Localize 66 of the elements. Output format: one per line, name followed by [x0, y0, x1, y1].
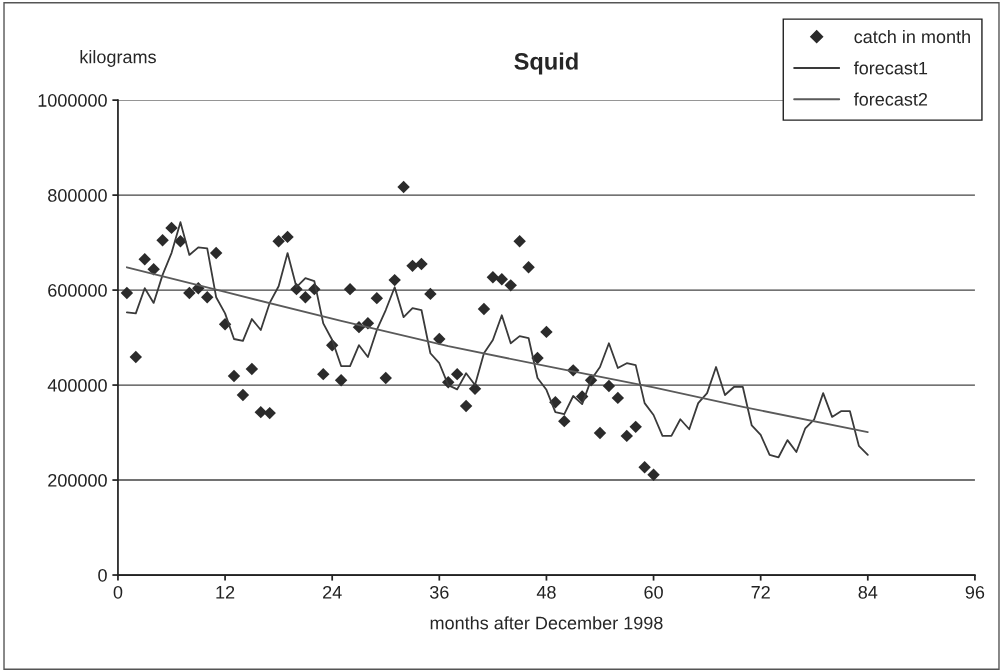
- y-tick-label: 0: [98, 568, 107, 582]
- point: [504, 279, 517, 292]
- point: [593, 426, 607, 440]
- point: [370, 291, 384, 305]
- x-tick-label: 96: [965, 585, 985, 599]
- point: [183, 286, 196, 300]
- point: [227, 369, 241, 383]
- point: [299, 291, 312, 304]
- point: [165, 221, 178, 235]
- x-tick-label: 12: [216, 585, 235, 599]
- point: [540, 325, 553, 339]
- chart-title: Squid: [514, 52, 578, 75]
- point: [638, 461, 651, 474]
- point: [424, 287, 437, 301]
- line-series: [125, 266, 869, 433]
- y-tick-label: 200000: [48, 473, 107, 487]
- y-axis-title: kilograms: [80, 50, 156, 67]
- point: [254, 405, 267, 419]
- point: [611, 391, 625, 405]
- point: [281, 230, 294, 244]
- point: [120, 286, 134, 300]
- point: [129, 350, 143, 364]
- point: [209, 246, 223, 260]
- point: [397, 180, 410, 194]
- x-tick-label: 72: [751, 585, 770, 599]
- point: [495, 272, 509, 286]
- point: [513, 234, 526, 248]
- y-tick-label: 800000: [48, 189, 107, 202]
- point: [522, 261, 535, 274]
- point: [558, 414, 571, 428]
- x-tick-label: 84: [858, 585, 878, 599]
- x-tick-label: 0: [113, 585, 123, 599]
- point: [263, 406, 276, 420]
- point: [272, 234, 285, 248]
- point: [629, 420, 642, 434]
- x-tick-label: 60: [644, 585, 663, 599]
- point: [343, 282, 357, 296]
- point: [459, 399, 473, 413]
- x-tick-label: 24: [323, 585, 342, 599]
- y-tick-label: 1000000: [38, 94, 107, 107]
- point: [620, 429, 633, 443]
- point: [450, 367, 464, 381]
- x-tick-label: 48: [536, 585, 556, 599]
- y-tick-label: 400000: [47, 379, 107, 392]
- legend-label: catch in month: [854, 29, 970, 44]
- point: [201, 291, 214, 304]
- point: [156, 234, 169, 247]
- legend-label: forecast1: [853, 61, 928, 75]
- point: [379, 371, 392, 385]
- point: [486, 271, 500, 284]
- point: [468, 382, 482, 396]
- x-axis-title: months after December 1998: [430, 616, 663, 630]
- point: [388, 273, 401, 287]
- x-tick-label: 36: [429, 585, 449, 599]
- y-tick-label: 600000: [48, 284, 107, 297]
- point: [334, 374, 348, 387]
- point: [245, 362, 259, 376]
- point: [477, 302, 491, 316]
- point: [647, 468, 660, 482]
- point: [138, 253, 151, 266]
- point: [415, 257, 428, 271]
- point: [602, 379, 616, 393]
- legend-label: forecast2: [853, 92, 928, 106]
- point: [406, 259, 419, 273]
- point: [317, 367, 330, 381]
- point: [236, 388, 250, 402]
